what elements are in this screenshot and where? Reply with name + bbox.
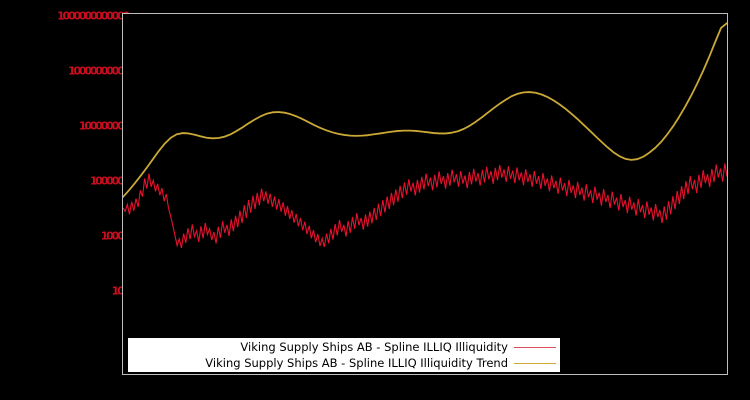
series-line-trend <box>123 22 727 198</box>
legend-label-illiquidity: Viking Supply Ships AB - Spline ILLIQ Il… <box>240 340 508 354</box>
y-tick-label: 10000000000 <box>68 64 130 78</box>
y-tick-label: 1000000 <box>89 174 130 188</box>
legend-swatch-trend <box>514 362 556 364</box>
legend-swatch-illiquidity <box>514 346 556 348</box>
series-line-illiquidity <box>123 163 727 249</box>
legend-item-trend[interactable]: Viking Supply Ships AB - Spline ILLIQ Il… <box>128 355 556 371</box>
plot-area <box>122 13 728 375</box>
legend: Viking Supply Ships AB - Spline ILLIQ Il… <box>128 338 560 372</box>
plot-canvas <box>123 22 727 249</box>
legend-item-illiquidity[interactable]: Viking Supply Ships AB - Spline ILLIQ Il… <box>128 339 556 355</box>
y-tick-label: 100000000 <box>78 119 130 133</box>
y-tick-label: 1000000000000 <box>57 9 130 23</box>
legend-label-trend: Viking Supply Ships AB - Spline ILLIQ Il… <box>205 356 508 370</box>
